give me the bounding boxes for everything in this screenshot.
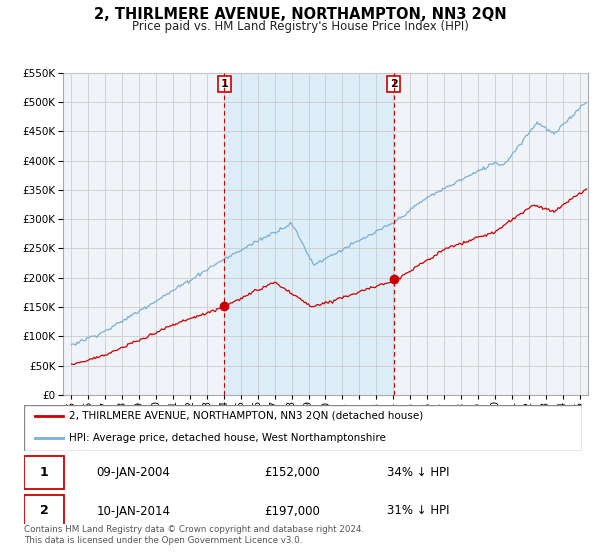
Text: HPI: Average price, detached house, West Northamptonshire: HPI: Average price, detached house, West… bbox=[68, 433, 386, 443]
Text: £197,000: £197,000 bbox=[264, 505, 320, 517]
Text: 2, THIRLMERE AVENUE, NORTHAMPTON, NN3 2QN: 2, THIRLMERE AVENUE, NORTHAMPTON, NN3 2Q… bbox=[94, 7, 506, 22]
Text: 31% ↓ HPI: 31% ↓ HPI bbox=[387, 505, 449, 517]
Text: Contains HM Land Registry data © Crown copyright and database right 2024.
This d: Contains HM Land Registry data © Crown c… bbox=[24, 525, 364, 545]
Text: 2, THIRLMERE AVENUE, NORTHAMPTON, NN3 2QN (detached house): 2, THIRLMERE AVENUE, NORTHAMPTON, NN3 2Q… bbox=[68, 411, 423, 421]
Text: 2: 2 bbox=[40, 505, 49, 517]
FancyBboxPatch shape bbox=[24, 405, 582, 451]
Bar bbox=[224, 73, 394, 395]
Text: 10-JAN-2014: 10-JAN-2014 bbox=[97, 505, 170, 517]
Text: £152,000: £152,000 bbox=[264, 466, 320, 479]
Text: 1: 1 bbox=[221, 79, 228, 89]
Text: 2: 2 bbox=[390, 79, 398, 89]
FancyBboxPatch shape bbox=[24, 495, 64, 527]
Text: Price paid vs. HM Land Registry's House Price Index (HPI): Price paid vs. HM Land Registry's House … bbox=[131, 20, 469, 32]
FancyBboxPatch shape bbox=[24, 456, 64, 488]
Text: 34% ↓ HPI: 34% ↓ HPI bbox=[387, 466, 449, 479]
Text: 09-JAN-2004: 09-JAN-2004 bbox=[97, 466, 170, 479]
Text: 1: 1 bbox=[40, 466, 49, 479]
